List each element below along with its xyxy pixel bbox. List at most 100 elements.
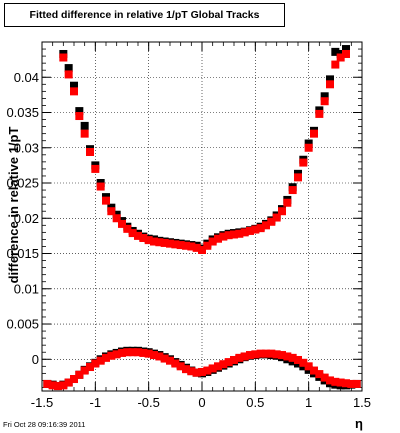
red-data-point	[294, 355, 302, 364]
y-tick-label: 0.035	[6, 105, 39, 120]
red-data-point	[139, 348, 148, 357]
title-box: Fitted difference in relative 1/pT Globa…	[4, 3, 285, 27]
red-data-point	[160, 354, 169, 363]
red-data-point	[176, 362, 185, 371]
black-data-point	[70, 81, 78, 90]
red-data-point	[166, 239, 174, 248]
red-data-point	[150, 237, 158, 246]
red-data-point	[256, 349, 265, 358]
red-data-point	[96, 182, 105, 191]
red-data-point	[224, 358, 233, 367]
red-data-point	[144, 236, 153, 245]
red-data-point	[240, 352, 249, 361]
red-data-point	[320, 373, 329, 382]
black-data-point	[75, 107, 84, 116]
red-data-point	[155, 238, 164, 247]
red-data-point	[182, 365, 190, 374]
y-tick-label: 0	[32, 352, 39, 367]
red-data-point	[107, 351, 116, 360]
y-tick-label: 0.04	[14, 70, 39, 85]
data-markers	[43, 45, 361, 391]
red-data-point	[203, 366, 212, 375]
x-tick-label: 0	[198, 395, 205, 410]
red-data-point	[102, 196, 110, 205]
red-data-point	[123, 348, 132, 357]
red-data-point	[208, 364, 217, 373]
red-data-point	[187, 367, 196, 376]
red-data-point	[214, 362, 222, 371]
black-data-point	[342, 45, 350, 54]
y-tick-label: 0.03	[14, 140, 39, 155]
black-data-point	[326, 75, 334, 84]
red-data-point	[267, 217, 276, 226]
red-data-point	[150, 351, 158, 360]
red-data-point	[246, 351, 254, 360]
red-data-point	[347, 379, 356, 388]
red-data-point	[310, 129, 318, 138]
red-data-point	[43, 379, 52, 388]
red-data-point	[171, 359, 180, 368]
red-data-point	[315, 370, 324, 379]
black-data-point	[331, 47, 340, 56]
red-data-point	[171, 240, 180, 249]
red-data-point	[118, 348, 126, 357]
timestamp: Fri Oct 28 09:16:39 2011	[3, 420, 86, 429]
red-data-point	[107, 207, 116, 216]
red-data-point	[208, 237, 217, 246]
red-data-point	[64, 378, 73, 387]
red-data-point	[176, 241, 185, 250]
red-data-point	[198, 245, 206, 254]
red-data-point	[112, 214, 121, 223]
black-data-point	[304, 139, 313, 148]
red-data-point	[336, 53, 345, 62]
red-data-point	[342, 49, 350, 58]
red-data-point	[102, 353, 110, 362]
red-data-point	[198, 367, 206, 376]
red-data-point	[262, 221, 270, 230]
x-tick-label: 1	[305, 395, 312, 410]
red-data-point	[70, 375, 78, 384]
red-data-point	[331, 60, 340, 69]
red-data-point	[336, 378, 345, 387]
y-tick-label: 0.015	[6, 246, 39, 261]
red-data-point	[80, 129, 89, 138]
red-data-point	[262, 349, 270, 358]
red-data-point	[54, 382, 62, 391]
red-data-point	[144, 349, 153, 358]
red-data-point	[288, 353, 297, 362]
red-data-point	[192, 368, 201, 377]
black-data-point	[80, 121, 89, 130]
red-data-point	[251, 350, 260, 359]
red-data-point	[283, 352, 292, 361]
red-data-point	[182, 241, 190, 250]
tick-labels: -1.5 -1 -0.5 0 0.5 1 1.5 0 0.005 0.01 0.015 0.02 0.0…	[6, 70, 371, 410]
red-data-point	[294, 173, 302, 182]
red-data-point	[342, 379, 350, 388]
red-data-point	[272, 213, 281, 222]
red-data-point	[219, 232, 228, 241]
red-data-point	[272, 350, 281, 359]
red-data-point	[59, 381, 68, 390]
red-data-point	[75, 370, 84, 379]
red-data-point	[326, 376, 334, 385]
red-data-point	[230, 355, 238, 364]
x-tick-label: -1.5	[31, 395, 53, 410]
y-tick-label: 0.025	[6, 176, 39, 191]
red-data-point	[112, 350, 121, 359]
y-tick-label: 0.02	[14, 211, 39, 226]
red-data-point	[91, 164, 100, 173]
red-data-point	[70, 87, 78, 96]
red-data-point	[246, 226, 254, 235]
red-data-point	[288, 186, 297, 195]
axis-ticks	[41, 41, 363, 391]
red-data-point	[139, 234, 148, 243]
red-data-point	[203, 241, 212, 250]
red-data-point	[278, 351, 286, 360]
x-tick-label: 1.5	[353, 395, 371, 410]
red-data-point	[283, 198, 292, 207]
y-tick-label: 0.01	[14, 281, 39, 296]
red-data-point	[278, 207, 286, 216]
red-data-point	[192, 243, 201, 252]
red-data-point	[326, 80, 334, 89]
